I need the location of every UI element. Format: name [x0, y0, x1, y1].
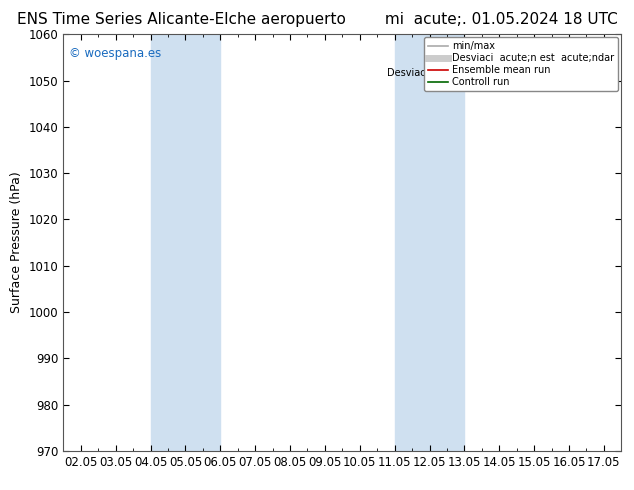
- Bar: [394, 34, 464, 451]
- Bar: [150, 34, 221, 451]
- Text: Desviaci  acute;n est  acute;ndar: Desviaci acute;n est acute;ndar: [387, 68, 549, 77]
- Text: © woespana.es: © woespana.es: [69, 47, 161, 60]
- Legend: min/max, Desviaci  acute;n est  acute;ndar, Ensemble mean run, Controll run: min/max, Desviaci acute;n est acute;ndar…: [424, 37, 618, 91]
- Y-axis label: Surface Pressure (hPa): Surface Pressure (hPa): [10, 172, 23, 314]
- Text: ENS Time Series Alicante-Elche aeropuerto        mi  acute;. 01.05.2024 18 UTC: ENS Time Series Alicante-Elche aeropuert…: [16, 12, 618, 27]
